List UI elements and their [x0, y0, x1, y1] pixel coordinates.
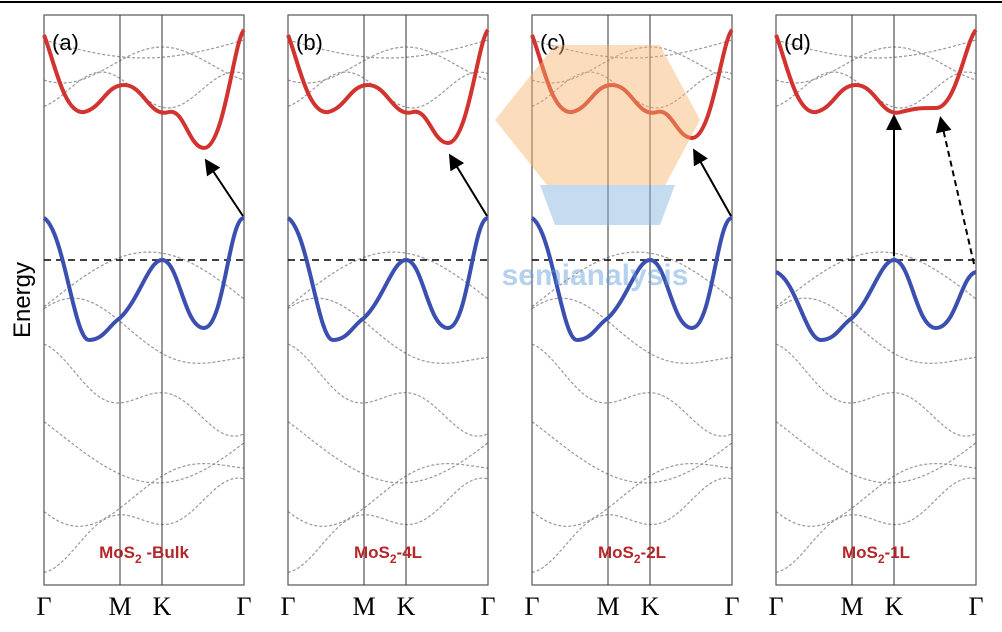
band-line [43, 46, 245, 84]
k-label: Γ [524, 592, 539, 621]
indirect-arrow [935, 116, 975, 265]
k-label: K [153, 592, 172, 621]
k-label: M [596, 592, 619, 621]
band-line [43, 71, 245, 109]
panel-label: (b) [296, 30, 323, 55]
panel: (c) MoS2-2L Γ M K Γ [524, 14, 740, 621]
band-line [287, 297, 489, 365]
title-part: MoS [842, 543, 878, 562]
valence-band [42, 216, 245, 343]
panel-label: (d) [784, 30, 811, 55]
band-line [43, 343, 245, 437]
title-part: 2 [135, 552, 142, 566]
k-label: K [641, 592, 660, 621]
panel: (d) MoS2-1L Γ M K Γ [768, 14, 984, 621]
band-line [43, 421, 245, 484]
panel-title: MoS2-2L [598, 543, 666, 566]
panel-title: MoS2-4L [354, 543, 422, 566]
band-line [531, 477, 733, 574]
title-part: 2 [634, 552, 641, 566]
panel: (b) MoS2-4L Γ M K Γ [280, 14, 496, 621]
title-part: -4L [397, 543, 423, 562]
panel-title: MoS2 -Bulk [99, 543, 189, 566]
band-line [43, 297, 245, 365]
band-line [43, 39, 245, 59]
title-part: MoS [598, 543, 634, 562]
band-line [531, 251, 733, 308]
band-line [43, 462, 245, 528]
gap-arrow [448, 153, 488, 217]
band-line [287, 251, 489, 308]
k-label: M [352, 592, 375, 621]
k-label: M [108, 592, 131, 621]
band-line [531, 71, 733, 109]
panel-label: (c) [540, 30, 566, 55]
k-label: Γ [724, 592, 739, 621]
k-label: Γ [480, 592, 495, 621]
conduction-band [530, 28, 734, 141]
conduction-band [774, 28, 978, 115]
band-line [531, 46, 733, 84]
gap-arrow [693, 148, 732, 217]
k-label: Γ [36, 592, 51, 621]
band-line [775, 46, 977, 84]
panel-label: (a) [52, 30, 79, 55]
k-label: K [397, 592, 416, 621]
valence-band [774, 257, 977, 343]
conduction-band [286, 28, 490, 146]
band-line [287, 46, 489, 84]
band-line [775, 71, 977, 109]
gap-arrow [204, 158, 244, 217]
valence-band [286, 216, 489, 343]
title-part: 2 [878, 552, 885, 566]
k-label: Γ [768, 592, 783, 621]
panel-frame [775, 14, 977, 586]
band-line [531, 39, 733, 59]
band-line [43, 251, 245, 308]
title-part: MoS [354, 543, 390, 562]
band-line [775, 421, 977, 484]
band-line [287, 39, 489, 59]
title-part: -1L [885, 543, 911, 562]
band-line [531, 462, 733, 528]
title-part: -2L [641, 543, 667, 562]
panel-frame [287, 14, 489, 586]
band-line [287, 462, 489, 528]
k-label: M [840, 592, 863, 621]
panel-frame [43, 14, 245, 586]
band-line [775, 39, 977, 59]
valence-band [530, 216, 733, 343]
band-line [287, 477, 489, 574]
k-label: Γ [968, 592, 983, 621]
band-line [531, 297, 733, 365]
k-label: K [885, 592, 904, 621]
conduction-band [42, 28, 246, 151]
band-line [287, 343, 489, 437]
band-line [43, 477, 245, 574]
band-line [775, 477, 977, 574]
band-line [287, 421, 489, 484]
watermark: semianalysis [495, 45, 700, 292]
band-line [775, 343, 977, 437]
band-line [775, 297, 977, 365]
panel-frame [531, 14, 733, 586]
band-line [775, 251, 977, 308]
band-line [775, 462, 977, 528]
watermark-text: semianalysis [502, 259, 689, 292]
panel: (a) MoS2 -Bulk Γ M K Γ [36, 14, 252, 621]
title-part: MoS [99, 543, 135, 562]
k-label: Γ [236, 592, 251, 621]
title-part: 2 [390, 552, 397, 566]
title-part: -Bulk [142, 543, 190, 562]
k-label: Γ [280, 592, 295, 621]
band-line [287, 71, 489, 109]
panel-title: MoS2-1L [842, 543, 910, 566]
band-line [531, 421, 733, 484]
band-line [531, 343, 733, 437]
y-label: Energy [9, 262, 36, 338]
